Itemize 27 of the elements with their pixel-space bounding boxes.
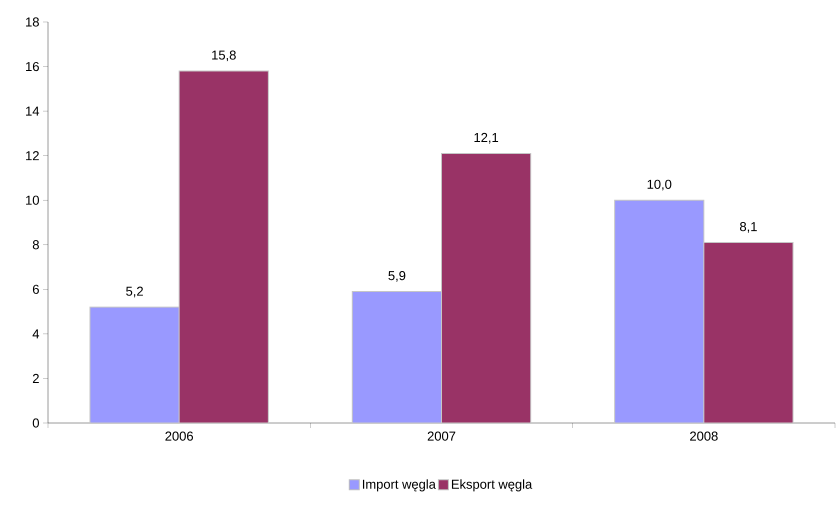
data-label: 10,0 — [648, 180, 672, 190]
bar — [352, 291, 442, 423]
data-label: 8,1 — [740, 222, 757, 233]
y-tick-label: 12 — [26, 151, 39, 160]
x-tick-label: 2008 — [690, 432, 718, 441]
data-label: 15,8 — [212, 50, 236, 62]
y-tick-label: 4 — [32, 329, 40, 338]
y-tick-label: 2 — [32, 374, 39, 383]
data-label: 12,1 — [474, 132, 498, 144]
data-label: 5,9 — [388, 271, 406, 282]
y-tick-label: 16 — [26, 62, 39, 72]
legend-label: Eksport węgla — [452, 479, 532, 492]
bar — [178, 70, 269, 423]
y-tick-label: 14 — [26, 106, 40, 116]
bar — [441, 152, 532, 423]
bar — [703, 242, 794, 423]
bar — [89, 306, 180, 423]
y-tick-label: 10 — [26, 196, 39, 205]
y-tick-label: 0 — [32, 418, 39, 428]
y-tick-label: 8 — [32, 240, 39, 250]
x-tick-label: 2007 — [428, 432, 456, 441]
y-tick-label: 18 — [26, 17, 39, 27]
bar — [614, 200, 704, 423]
legend-label: Import węgla — [362, 479, 436, 492]
y-tick-label: 6 — [32, 284, 39, 294]
data-label: 5,2 — [126, 286, 143, 298]
x-tick-label: 2006 — [165, 432, 194, 441]
